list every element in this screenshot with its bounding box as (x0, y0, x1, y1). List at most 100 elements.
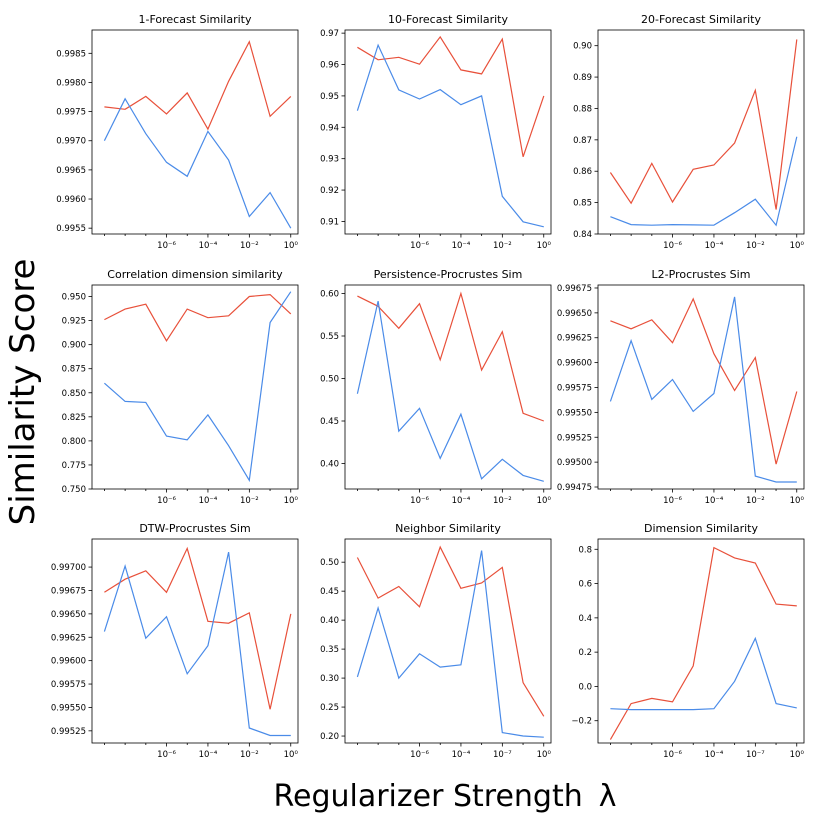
plot-frame (344, 538, 552, 744)
y-tick-label: 0.9975 (56, 108, 86, 118)
x-axis-label: Regularizer Strength λ (273, 779, 616, 814)
y-tick-label: 0.94 (320, 123, 339, 133)
y-tick-label: 0.40 (320, 616, 339, 626)
x-tick-label: 10⁰ (537, 496, 552, 506)
y-tick-label: 0.85 (573, 199, 592, 209)
series-line-red (610, 297, 798, 465)
x-tick-label: 10⁻⁶ (663, 496, 682, 506)
subplot-6: L2-Procrustes Sim 0.99475 0.99500 0.99525 0.… (557, 268, 805, 506)
y-tick-label: 0.99500 (557, 458, 592, 468)
x-tick-label: 10⁻⁴ (199, 241, 218, 251)
x-tick-label: 10⁻² (240, 750, 259, 760)
y-tick-label: 0.87 (573, 136, 592, 146)
series-line-blue (356, 550, 544, 738)
x-tick-label: 10⁻⁷ (746, 750, 765, 760)
subplot-title: 1-Forecast Similarity (138, 13, 252, 26)
x-tick-label: 10⁻⁶ (410, 496, 429, 506)
subplot-7: DTW-Procrustes Sim 0.99525 0.99550 0.99575 0… (51, 522, 299, 760)
y-tick-label: 0.9965 (56, 166, 86, 176)
y-tick-label: 0.775 (62, 461, 86, 471)
series-line-red (357, 35, 545, 157)
plot-frame (91, 538, 299, 744)
x-tick-label: 10⁻⁴ (452, 241, 471, 251)
subplot-3: 20-Forecast Similarity 0.84 0.85 0.86 0.87 0.… (573, 13, 804, 251)
series-line-blue (356, 300, 544, 482)
x-tick-label: 10⁰ (790, 496, 805, 506)
y-tick-label: 0.50 (320, 558, 339, 568)
x-tick-label: 10⁻⁴ (705, 496, 724, 506)
series-line-red (104, 546, 292, 710)
y-tick-label: 0.84 (573, 230, 592, 240)
y-tick-label: 0.950 (62, 293, 86, 303)
x-tick-label: 10⁰ (284, 750, 299, 760)
x-tick-label: 10⁰ (284, 496, 299, 506)
x-tick-label: 10⁻⁴ (199, 750, 218, 760)
series-line-red (609, 546, 797, 740)
y-tick-label: 0.875 (62, 365, 86, 375)
y-tick-label: 0.9985 (56, 49, 86, 59)
series-line-red (104, 293, 292, 342)
y-tick-label: 0.45 (320, 587, 339, 597)
series-line-blue (610, 636, 797, 711)
subplot-title: Correlation dimension similarity (107, 268, 283, 281)
y-tick-label: 0.800 (62, 437, 86, 447)
y-axis-label: Similarity Score (3, 259, 43, 526)
x-tick-label: 10⁻² (493, 241, 512, 251)
x-tick-label: 10⁻⁴ (452, 750, 471, 760)
x-tick-label: 10⁻⁶ (663, 750, 682, 760)
y-tick-label: 0.40 (320, 460, 339, 470)
y-tick-label: 0.95 (320, 92, 339, 102)
y-tick-label: 0.97 (320, 29, 339, 39)
y-tick-label: 0.99675 (557, 284, 592, 294)
y-tick-label: 0.9980 (56, 78, 86, 88)
y-tick-label: 0.9960 (56, 195, 86, 205)
y-tick-label: 0.99625 (557, 334, 592, 344)
subplot-grid: 1-Forecast Similarity 0.9955 0.9960 0.9965 0… (51, 13, 805, 760)
y-tick-label: 0.99700 (51, 563, 86, 573)
x-tick-label: 10⁰ (537, 750, 552, 760)
y-tick-label: 0.90 (573, 42, 592, 52)
y-tick-label: −0.2 (571, 717, 592, 727)
x-axis-label-text: Regularizer Strength (273, 779, 582, 814)
subplot-4: Correlation dimension similarity 0.750 0.7… (62, 268, 299, 506)
subplot-title: DTW-Procrustes Sim (139, 522, 250, 535)
series-line-red (104, 40, 292, 131)
x-tick-label: 10⁻² (240, 496, 259, 506)
y-tick-label: 0.4 (578, 614, 592, 624)
subplot-title: Dimension Similarity (644, 522, 758, 535)
y-tick-label: 0.55 (320, 332, 339, 342)
subplot-title: Persistence-Procrustes Sim (374, 268, 523, 281)
x-tick-label: 10⁻⁴ (199, 496, 218, 506)
y-tick-label: 0.99550 (557, 408, 592, 418)
y-tick-label: 0.750 (62, 485, 86, 495)
y-tick-label: 0.93 (320, 155, 339, 165)
y-tick-label: 0.825 (62, 413, 86, 423)
x-tick-label: 10⁻² (746, 241, 765, 251)
series-line-blue (610, 136, 798, 227)
y-tick-label: 0.35 (320, 645, 339, 655)
series-line-blue (103, 97, 292, 229)
y-tick-label: 0.99525 (51, 727, 86, 737)
plot-frame (344, 29, 552, 235)
x-tick-label: 10⁻⁴ (452, 496, 471, 506)
y-tick-label: 0.99625 (51, 633, 86, 643)
y-tick-label: 0.92 (320, 186, 339, 196)
x-tick-label: 10⁰ (790, 750, 805, 760)
x-axis-label-symbol: λ (599, 779, 617, 814)
plot-frame (597, 538, 805, 744)
x-tick-label: 10⁻⁶ (410, 241, 429, 251)
series-line-blue (104, 291, 292, 483)
y-tick-label: 0.9955 (56, 224, 86, 234)
y-tick-label: 0.99600 (557, 359, 592, 369)
y-tick-label: 0.25 (320, 703, 339, 713)
y-tick-label: 0.900 (62, 341, 86, 351)
x-tick-label: 10⁰ (537, 241, 552, 251)
y-tick-label: 0.96 (320, 61, 339, 71)
series-line-blue (103, 551, 291, 737)
y-tick-label: 0.20 (320, 732, 339, 742)
x-tick-label: 10⁻⁶ (410, 750, 429, 760)
y-tick-label: 0.99525 (557, 433, 592, 443)
y-tick-label: 0.89 (573, 73, 592, 83)
y-tick-label: 0.30 (320, 674, 339, 684)
